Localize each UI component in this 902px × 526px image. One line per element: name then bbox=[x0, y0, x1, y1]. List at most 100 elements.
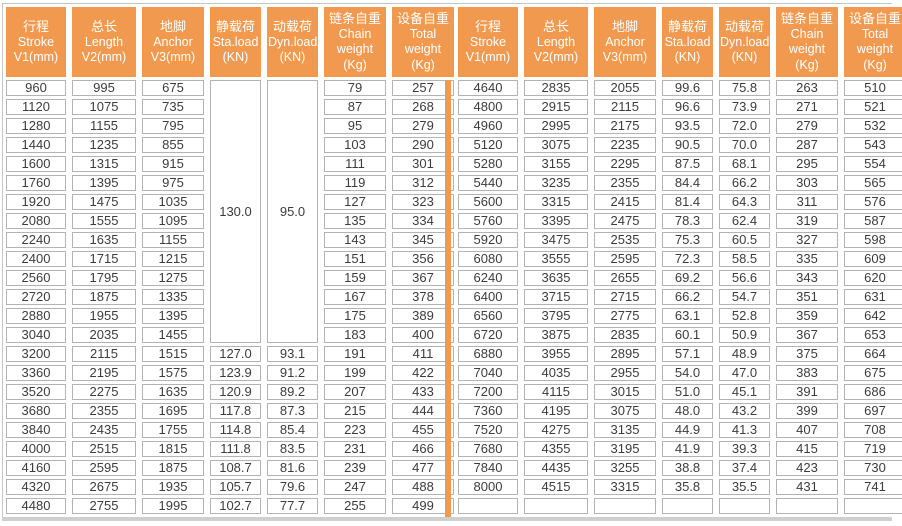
table-cell: 1575 bbox=[142, 365, 204, 381]
table-cell: 1515 bbox=[142, 346, 204, 362]
table-row: 6080 3555 2595 72.3 58.5 335 609 bbox=[458, 251, 902, 267]
column-header-cn: 链条自重 bbox=[780, 11, 833, 27]
column-header-unit: V3(mm) bbox=[150, 49, 196, 64]
header-row: 行程 Stroke V1(mm) 总长 Length V2(mm) 地脚 Anchor V3(m… bbox=[6, 7, 454, 77]
column-header-en: Length bbox=[84, 34, 124, 49]
table-cell: 60.5 bbox=[719, 232, 770, 248]
table-cell: 58.5 bbox=[719, 251, 770, 267]
table-row: 4960 2995 2175 93.5 72.0 279 532 bbox=[458, 118, 902, 134]
table-cell: 345 bbox=[392, 232, 454, 248]
table-cell: 587 bbox=[844, 213, 902, 229]
table-cell: 466 bbox=[392, 441, 454, 457]
table-cell: 268 bbox=[392, 99, 454, 115]
table-cell: 1635 bbox=[142, 384, 204, 400]
table-row: 4800 2915 2115 96.6 73.9 271 521 bbox=[458, 99, 902, 115]
table-cell: 2895 bbox=[594, 346, 656, 362]
table-cell: 4435 bbox=[524, 460, 588, 476]
table-cell: 735 bbox=[142, 99, 204, 115]
table-cell: 620 bbox=[844, 270, 902, 286]
table-cell: 2035 bbox=[72, 327, 136, 343]
table-cell: 1760 bbox=[6, 175, 66, 191]
table-cell: 263 bbox=[776, 80, 838, 96]
table-cell: 5440 bbox=[458, 175, 518, 191]
column-header: 总长 Length V2(mm) bbox=[72, 7, 136, 77]
table-cell: 351 bbox=[776, 289, 838, 305]
table-cell: 114.8 bbox=[210, 422, 261, 438]
table-row: 5440 3235 2355 84.4 66.2 303 565 bbox=[458, 175, 902, 191]
table-cell: 1275 bbox=[142, 270, 204, 286]
table-cell: 215 bbox=[324, 403, 386, 419]
table-cell: 2995 bbox=[524, 118, 588, 134]
table-cell: 741 bbox=[844, 479, 902, 495]
table-row: 8000 4515 3315 35.8 35.5 431 741 bbox=[458, 479, 902, 495]
table-cell: 84.4 bbox=[662, 175, 713, 191]
table-row: 960 995 675 130.0 95.0 79 257 bbox=[6, 80, 454, 343]
table-bottom-band bbox=[2, 517, 892, 521]
table-cell: 1475 bbox=[72, 194, 136, 210]
table-cell: 2240 bbox=[6, 232, 66, 248]
table-cell: 5760 bbox=[458, 213, 518, 229]
table-cell: 2115 bbox=[72, 346, 136, 362]
column-header-en: Total weight bbox=[404, 27, 442, 57]
column-header-unit: V1(mm) bbox=[13, 49, 59, 64]
table-cell: 1455 bbox=[142, 327, 204, 343]
table-cell: 2080 bbox=[6, 213, 66, 229]
table-cell: 5280 bbox=[458, 156, 518, 172]
table-cell: 123.9 bbox=[210, 365, 261, 381]
table-cell: 8000 bbox=[458, 479, 518, 495]
table-row: 7840 4435 3255 38.8 37.4 423 730 bbox=[458, 460, 902, 476]
table-cell: 295 bbox=[776, 156, 838, 172]
column-header: 静载荷 Sta.load (KN) bbox=[210, 7, 261, 77]
table-cell: 444 bbox=[392, 403, 454, 419]
column-header-en: Dyn.load bbox=[268, 34, 318, 49]
table-cell: 323 bbox=[392, 194, 454, 210]
table-cell: 3715 bbox=[524, 289, 588, 305]
table-header-right: 行程 Stroke V1(mm) 总长 Length V2(mm) 地脚 Anchor V3(m… bbox=[458, 7, 902, 77]
table-row: 3040 2035 1455 183 400 bbox=[6, 327, 454, 343]
table-cell: 1555 bbox=[72, 213, 136, 229]
table-cell: 367 bbox=[392, 270, 454, 286]
table-row: 6400 3715 2715 66.2 54.7 351 631 bbox=[458, 289, 902, 305]
column-header-en: Sta.load bbox=[664, 34, 711, 49]
table-cell: 4035 bbox=[524, 365, 588, 381]
table-cell: 995 bbox=[72, 80, 136, 96]
column-header-cn: 静载荷 bbox=[215, 18, 255, 34]
table-cell: 290 bbox=[392, 137, 454, 153]
header-row: 行程 Stroke V1(mm) 总长 Length V2(mm) 地脚 Anchor V3(m… bbox=[458, 7, 902, 77]
table-cell: 2355 bbox=[594, 175, 656, 191]
column-header-unit: (Kg) bbox=[795, 57, 819, 72]
column-header-en: Stroke bbox=[17, 34, 55, 49]
column-header-unit: (KN) bbox=[222, 49, 249, 64]
table-divider-stripe bbox=[445, 80, 451, 517]
table-cell: 111.8 bbox=[210, 441, 261, 457]
table-row: 5760 3395 2475 78.3 62.4 319 587 bbox=[458, 213, 902, 229]
column-header-unit: (Kg) bbox=[411, 57, 435, 72]
table-cell: 47.0 bbox=[719, 365, 770, 381]
table-cell: 6400 bbox=[458, 289, 518, 305]
column-header-en: Length bbox=[536, 34, 576, 49]
table-cell: 642 bbox=[844, 308, 902, 324]
table-cell: 48.9 bbox=[719, 346, 770, 362]
table-cell: 2115 bbox=[594, 99, 656, 115]
table-row: 2880 1955 1395 175 389 bbox=[6, 308, 454, 324]
table-cell: 2595 bbox=[72, 460, 136, 476]
table-cell: 255 bbox=[324, 498, 386, 514]
column-header-unit: (Kg) bbox=[863, 57, 887, 72]
table-cell: 1875 bbox=[142, 460, 204, 476]
table-cell: 1095 bbox=[142, 213, 204, 229]
table-cell: 1875 bbox=[72, 289, 136, 305]
column-header-unit: V3(mm) bbox=[602, 49, 648, 64]
table-cell: 335 bbox=[776, 251, 838, 267]
merged-dyn-load-cell: 95.0 bbox=[267, 80, 318, 343]
table-cell: 3360 bbox=[6, 365, 66, 381]
table-row: 2720 1875 1335 167 378 bbox=[6, 289, 454, 305]
table-row: 2400 1715 1215 151 356 bbox=[6, 251, 454, 267]
table-cell: 664 bbox=[844, 346, 902, 362]
table-cell: 1815 bbox=[142, 441, 204, 457]
column-header: 动载荷 Dyn.load (KN) bbox=[719, 7, 770, 77]
table-outer-left-line bbox=[2, 3, 3, 518]
table-cell: 69.2 bbox=[662, 270, 713, 286]
table-cell: 975 bbox=[142, 175, 204, 191]
column-header-unit: (Kg) bbox=[343, 57, 367, 72]
